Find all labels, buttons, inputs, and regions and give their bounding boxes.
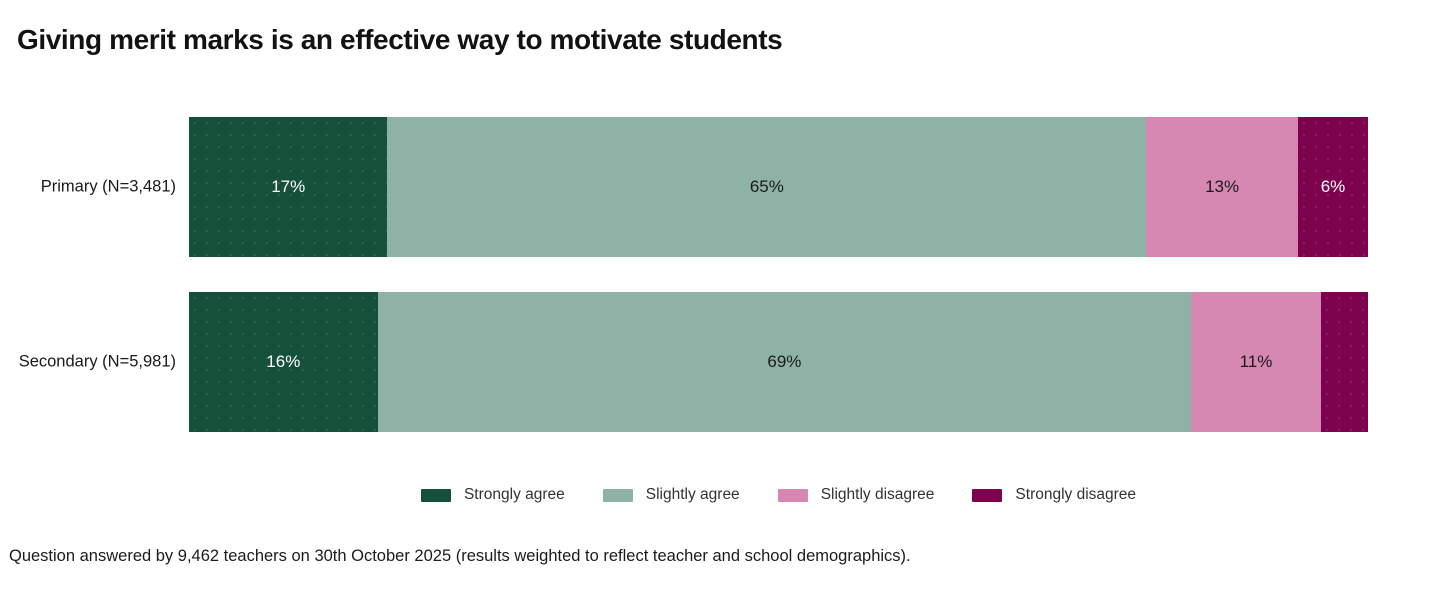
legend-label: Strongly disagree [1015, 486, 1137, 503]
legend-label: Slightly disagree [820, 486, 935, 503]
segment-label: 17% [271, 177, 306, 196]
bar-track: 17% 65% 13% 6% [189, 117, 1369, 257]
bar-segment: 65% [387, 117, 1147, 257]
bar-segment [1320, 292, 1368, 432]
bar-segment: 6% [1297, 117, 1369, 257]
chart-title: Giving merit marks is an effective way t… [17, 24, 783, 55]
bar-segment: 17% [189, 117, 388, 257]
category-label: Secondary (N=5,981) [18, 352, 176, 371]
bar-track: 16% 69% 11% [189, 292, 1368, 432]
segment-label: 6% [1320, 177, 1346, 196]
legend-swatch [972, 488, 1003, 502]
legend: Strongly agree Slightly agree Slightly dis… [189, 481, 1368, 509]
segment-label: 13% [1205, 177, 1240, 196]
legend-label: Slightly agree [645, 486, 740, 503]
segment-label: 69% [767, 352, 802, 371]
segment-label: 65% [749, 177, 784, 196]
legend-item: Strongly agree [420, 486, 565, 504]
legend-item: Slightly disagree [777, 486, 935, 504]
bar-segment: 16% [189, 292, 378, 432]
category-label: Primary (N=3,481) [40, 177, 176, 196]
bar-segment: 11% [1191, 292, 1321, 432]
legend-swatch [777, 488, 808, 502]
bar-row: Primary (N=3,481) 17% 65% 13% 6% [0, 117, 1440, 257]
footnote: Question answered by 9,462 teachers on 3… [9, 547, 911, 565]
legend-label: Strongly agree [463, 486, 565, 503]
bar-row: Secondary (N=5,981) 16% 69% 11% [0, 292, 1440, 432]
legend-swatch [420, 488, 451, 502]
bar-segment: 13% [1146, 117, 1298, 257]
bar-segment: 69% [377, 292, 1192, 432]
legend-item: Strongly disagree [972, 486, 1136, 504]
legend-swatch [602, 488, 633, 502]
segment-label: 11% [1239, 352, 1273, 371]
segment-label: 16% [266, 352, 301, 371]
legend-item: Slightly agree [602, 486, 740, 504]
